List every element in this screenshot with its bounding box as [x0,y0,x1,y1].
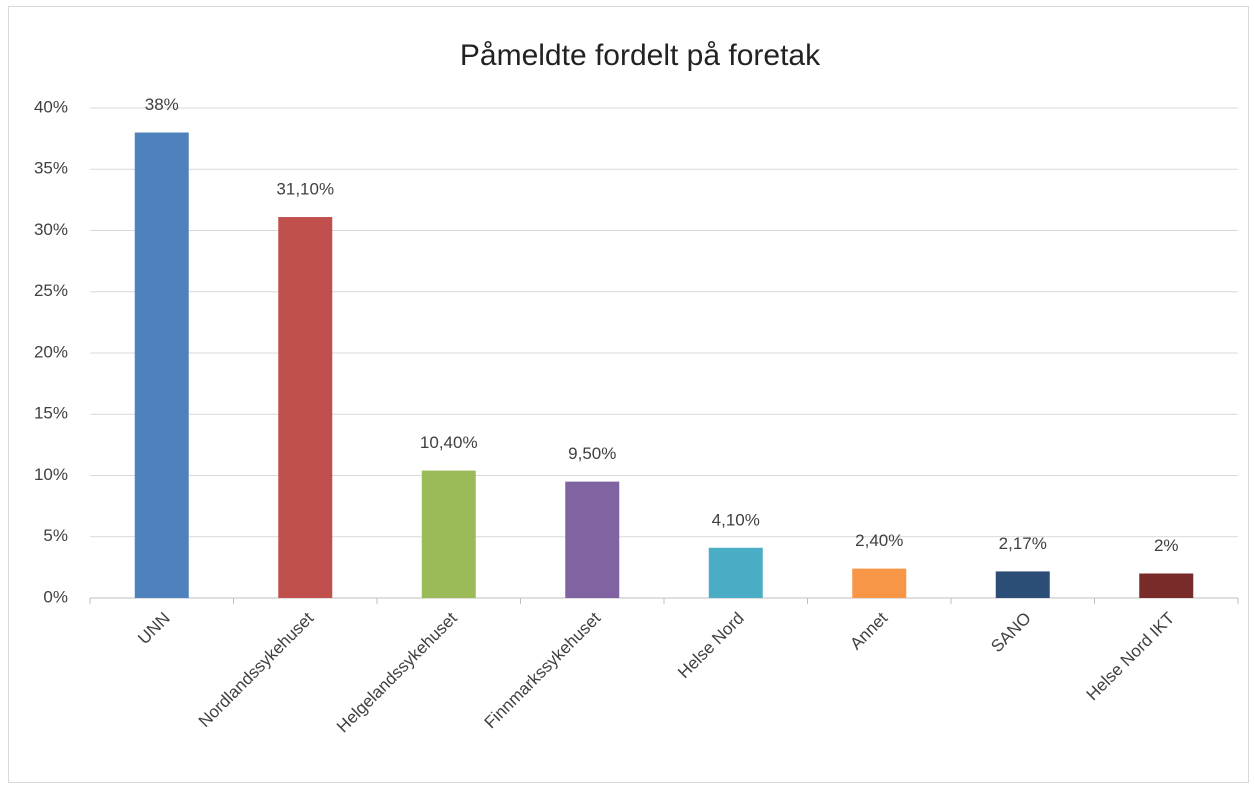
y-tick-label: 15% [34,404,68,423]
y-tick-label: 30% [34,220,68,239]
data-label: 9,50% [568,444,616,463]
bar [565,481,620,598]
bar [278,217,333,598]
bar [134,132,189,598]
data-label: 38% [145,95,179,114]
chart-title: Påmeldte fordelt på foretak [460,39,821,72]
bar [852,568,907,598]
bar [1139,573,1194,598]
y-tick-label: 40% [34,97,68,116]
data-label: 2,17% [999,534,1047,553]
y-tick-label: 5% [43,526,68,545]
y-tick-label: 0% [43,587,68,606]
data-label: 4,10% [712,510,760,529]
data-label: 10,40% [420,433,478,452]
y-tick-label: 10% [34,465,68,484]
data-label: 2% [1154,536,1179,555]
y-tick-label: 25% [34,281,68,300]
bar [708,547,763,598]
data-label: 2,40% [855,531,903,550]
chart-border [8,6,1249,783]
y-tick-label: 20% [34,342,68,361]
data-label: 31,10% [276,180,334,199]
bar [995,571,1050,598]
bar [421,470,476,598]
y-tick-label: 35% [34,159,68,178]
